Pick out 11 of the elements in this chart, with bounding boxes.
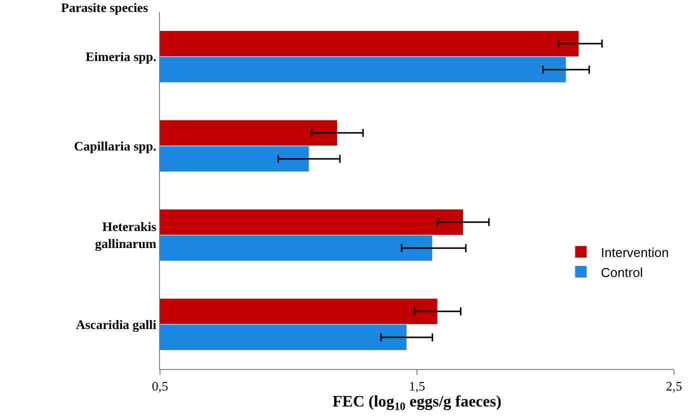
x-axis-title: FEC (log$_{10}$ eggs/g faeces): [332, 394, 502, 413]
y-axis-title: Parasite species: [61, 0, 148, 15]
x-tick-label: 1,5: [408, 378, 426, 394]
y-tick-label: Ascaridia galli: [76, 316, 157, 332]
y-tick-label: Capillaria spp.: [74, 138, 156, 154]
x-tick-label: 0,5: [152, 378, 168, 394]
y-tick-label: Eimeria spp.: [86, 49, 156, 64]
x-tick-label: 2,5: [666, 378, 682, 394]
legend-label: Control: [600, 264, 643, 280]
legend-label: Intervention: [600, 244, 669, 260]
y-tick-label: Heterakis gallinarum: [94, 219, 157, 252]
